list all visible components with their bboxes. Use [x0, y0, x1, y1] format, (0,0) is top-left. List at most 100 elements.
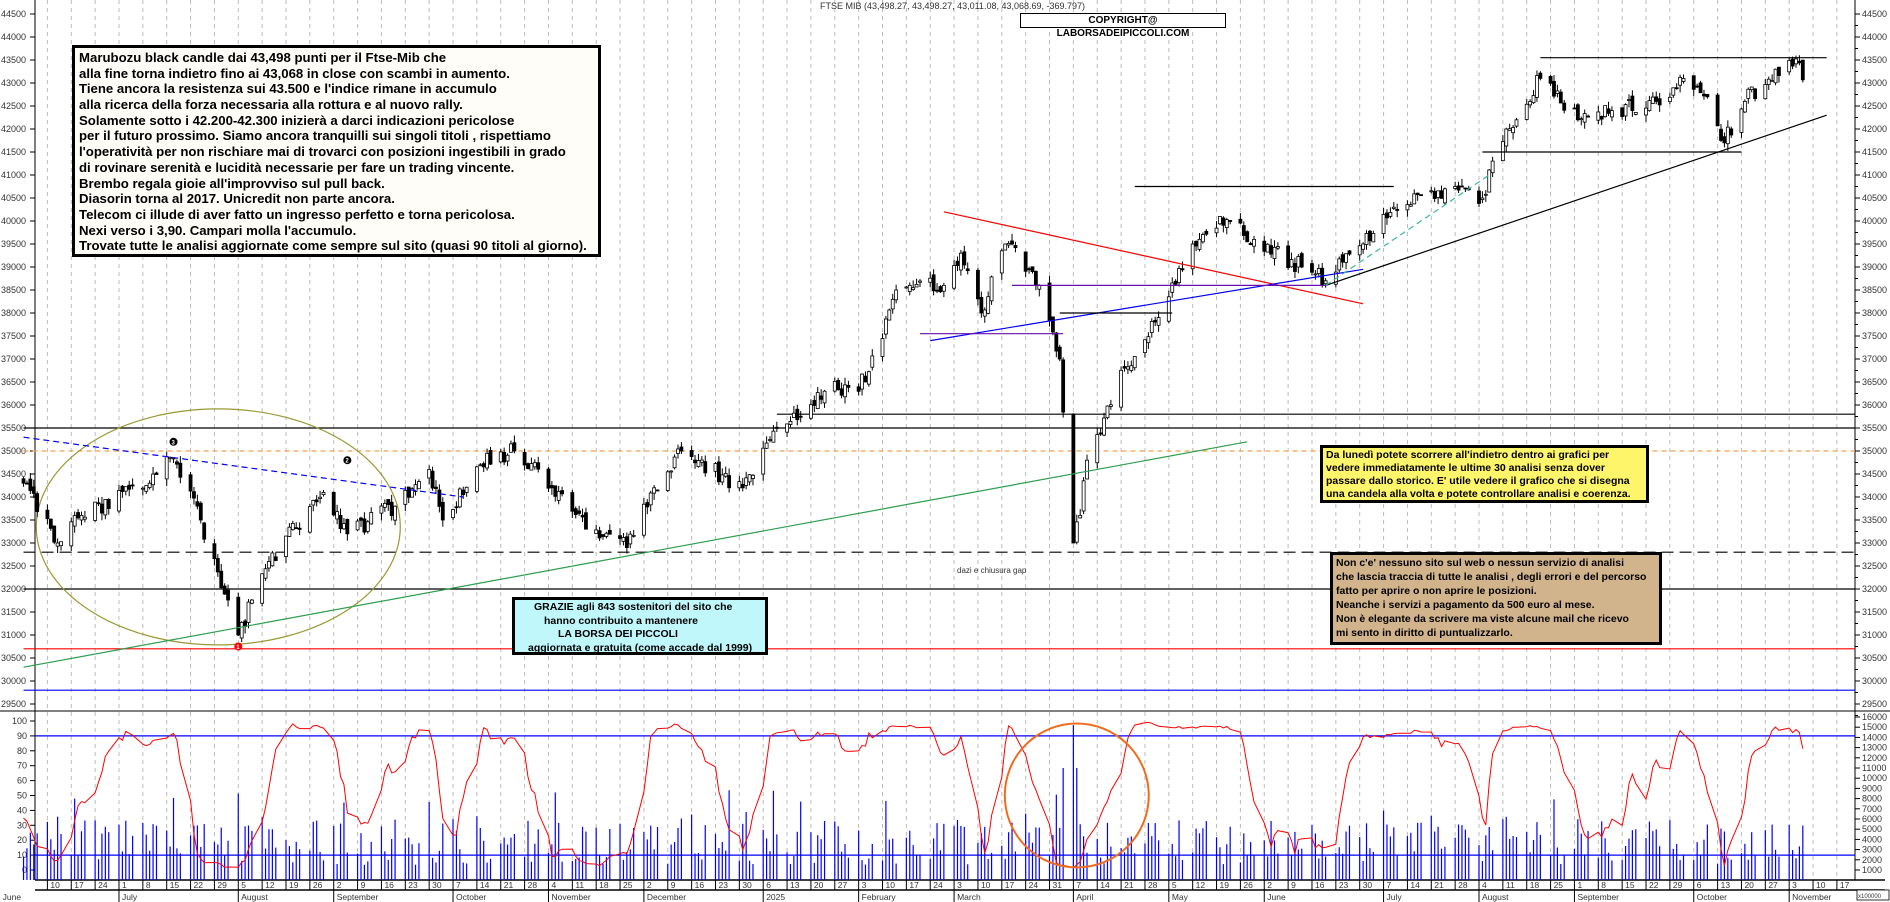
- y-tick-label-right: 36500: [1862, 377, 1887, 387]
- y-tick-label-left: 43000: [1, 78, 26, 88]
- y-tick-label-left: 40500: [1, 193, 26, 203]
- note-line: Brembo regala gioie all'improvviso sul p…: [79, 175, 385, 191]
- y-tick-label-left: 44500: [1, 9, 26, 19]
- note-line: alla fine torna indietro fino ai 43,068 …: [79, 65, 510, 81]
- candle-body: [273, 556, 278, 561]
- candle-body: [1337, 258, 1342, 271]
- y-tick-label-right: 34000: [1862, 492, 1887, 502]
- x-month-label: September: [337, 892, 379, 902]
- note-line: Diasorin torna al 2017. Unicredit non pa…: [79, 191, 395, 207]
- y-tick-label-right: 35000: [1862, 446, 1887, 456]
- y-tick-label-left: 31500: [1, 607, 26, 617]
- candle-body: [1119, 369, 1123, 408]
- candle-body: [1238, 218, 1243, 224]
- candle-body: [117, 489, 121, 512]
- note-line: Marubozu black candle dai 43,498 punti p…: [79, 50, 447, 65]
- candle-body: [1071, 413, 1076, 544]
- marker-circle: [169, 437, 178, 446]
- candle-body: [819, 395, 824, 400]
- x-week-label: 30: [742, 880, 752, 890]
- candle-body: [672, 456, 677, 469]
- x-week-label: 9: [1291, 880, 1296, 890]
- y-tick-label-right: 37500: [1862, 331, 1887, 341]
- candle-body: [938, 286, 943, 293]
- candle-body: [1368, 230, 1372, 242]
- candle-body: [1702, 93, 1706, 97]
- candle-body: [25, 482, 29, 485]
- candle-body: [597, 530, 602, 539]
- candle-body: [365, 521, 370, 532]
- osc-tick-label: 30: [17, 820, 27, 830]
- candle-body: [93, 501, 98, 521]
- candle-body: [1166, 296, 1171, 322]
- candle-body: [689, 450, 694, 457]
- x-week-label: 15: [1625, 880, 1635, 890]
- support-ellipse: [35, 408, 401, 646]
- candle-body: [1381, 214, 1386, 234]
- candle-body: [1047, 282, 1052, 321]
- candle-body: [1507, 128, 1512, 131]
- candle-body: [130, 484, 135, 487]
- x-week-label: 2: [647, 880, 652, 890]
- x-week-label: 6: [766, 880, 771, 890]
- volume-tick-label: 8000: [1862, 794, 1882, 804]
- candle-body: [307, 506, 312, 533]
- y-tick-label-left: 32500: [1, 561, 26, 571]
- candle-body: [642, 503, 646, 536]
- note-line: Trovate tutte le analisi aggiornate come…: [79, 238, 587, 254]
- volume-tick-label: 16000: [1862, 712, 1887, 722]
- candle-body: [560, 490, 564, 495]
- candle-body: [178, 462, 183, 478]
- x-week-label: 27: [838, 880, 848, 890]
- volume-unit-box: [1856, 889, 1890, 901]
- candle-body: [1010, 240, 1014, 245]
- x-week-label: 17: [74, 880, 84, 890]
- y-tick-label-left: 41500: [1, 147, 26, 157]
- x-week-label: 30: [1363, 880, 1373, 890]
- candle-body: [1027, 268, 1031, 271]
- candle-body: [1224, 219, 1229, 229]
- y-tick-label-right: 34500: [1862, 469, 1887, 479]
- candle-body: [1108, 404, 1113, 407]
- y-tick-label-left: 38000: [1, 308, 26, 318]
- candle-body: [699, 459, 704, 463]
- candle-body: [168, 456, 173, 459]
- y-tick-label-left: 30500: [1, 653, 26, 663]
- candle-body: [1715, 94, 1720, 127]
- x-month-label: August: [241, 892, 268, 902]
- candle-body: [791, 412, 796, 418]
- y-tick-label-right: 39500: [1862, 239, 1887, 249]
- x-week-label: 7: [1076, 880, 1081, 890]
- candle-body: [1739, 108, 1744, 133]
- candle-body: [573, 508, 578, 516]
- candle-body: [1477, 190, 1481, 204]
- candle-body: [1122, 366, 1127, 369]
- y-tick-label-right: 42500: [1862, 101, 1887, 111]
- osc-tick-label: 0: [22, 865, 27, 875]
- candle-body: [1316, 268, 1321, 275]
- x-week-label: 21: [1124, 880, 1134, 890]
- candle-body: [1156, 317, 1161, 326]
- candle-body: [604, 532, 609, 537]
- candle-body: [655, 489, 660, 492]
- y-tick-label-right: 37000: [1862, 354, 1887, 364]
- volume-tick-label: 14000: [1862, 732, 1887, 742]
- candle-body: [1548, 76, 1553, 84]
- candle-body: [1371, 233, 1376, 243]
- candle-body: [151, 473, 155, 486]
- note-line: Neanche i servizi a pagamento da 500 eur…: [1336, 599, 1595, 611]
- candle-body: [164, 456, 169, 480]
- y-tick-label-left: 32000: [1, 584, 26, 594]
- y-tick-label-right: 39000: [1862, 262, 1887, 272]
- note-line: GRAZIE agli 843 sostenitori del sito che: [534, 601, 733, 613]
- x-week-label: 24: [98, 880, 108, 890]
- candle-body: [1265, 243, 1270, 253]
- volume-tick-label: 15000: [1862, 722, 1887, 732]
- candle-body: [928, 277, 933, 283]
- candle-body: [1357, 245, 1362, 256]
- y-tick-label-left: 36500: [1, 377, 26, 387]
- y-tick-label-left: 43500: [1, 55, 26, 65]
- candle-body: [648, 492, 653, 506]
- candle-body: [1310, 263, 1314, 273]
- candle-body: [485, 452, 490, 469]
